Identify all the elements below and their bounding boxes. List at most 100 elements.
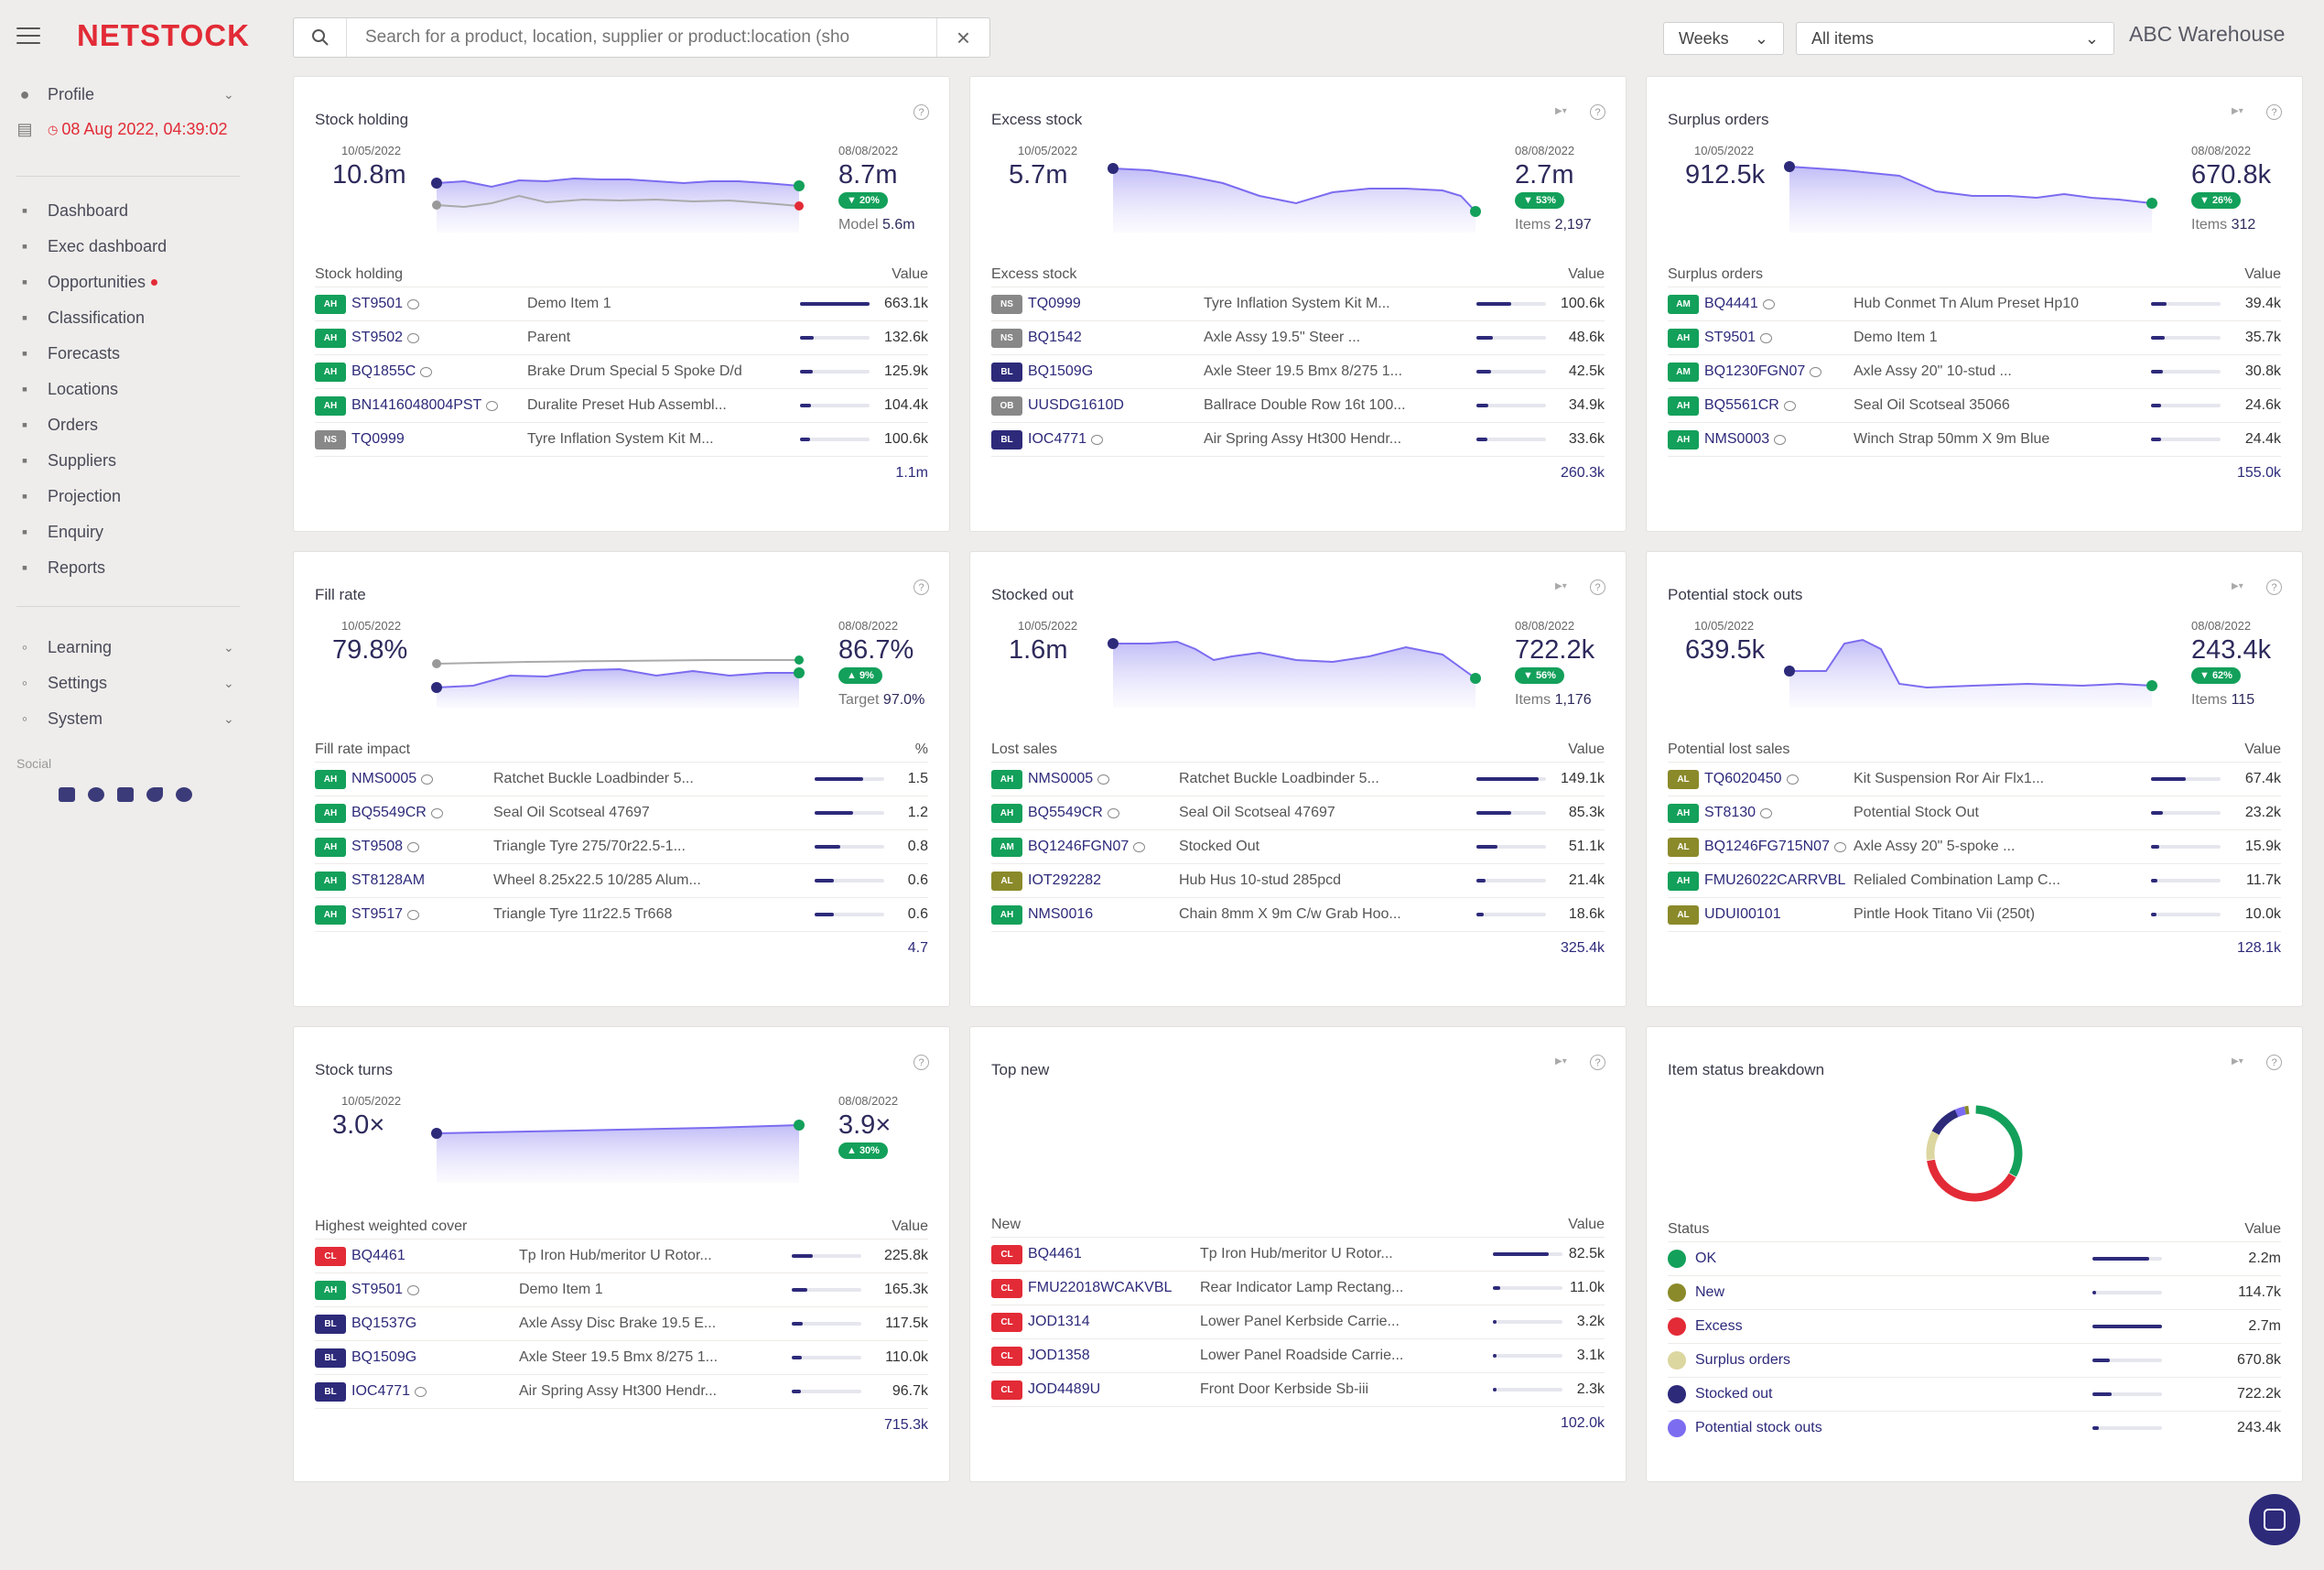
sidebar-item-reports[interactable]: ▪ Reports: [16, 558, 105, 578]
table-row[interactable]: BL IOC4771 Air Spring Assy Ht300 Hendr..…: [991, 422, 1605, 456]
comment-icon[interactable]: [1107, 807, 1119, 818]
item-code-link[interactable]: JOD4489U: [1028, 1381, 1101, 1397]
table-row[interactable]: CL JOD4489U Front Door Kerbside Sb-iii 2…: [991, 1372, 1605, 1406]
item-code-link[interactable]: ST9501: [351, 1282, 404, 1297]
comment-icon[interactable]: [1786, 774, 1799, 785]
comment-icon[interactable]: [1133, 841, 1146, 852]
comment-icon[interactable]: [407, 1284, 420, 1295]
table-row[interactable]: AL UDUI00101 Pintle Hook Titano Vii (250…: [1668, 897, 2281, 931]
comment-icon[interactable]: [486, 400, 499, 411]
item-code-link[interactable]: NMS0016: [1028, 906, 1094, 922]
comment-icon[interactable]: [1762, 298, 1775, 309]
facebook-icon[interactable]: [176, 787, 192, 802]
comment-icon[interactable]: [415, 1386, 427, 1397]
sidebar-item-suppliers[interactable]: ▪ Suppliers: [16, 451, 116, 471]
table-row[interactable]: BL BQ1537G Axle Assy Disc Brake 19.5 E..…: [315, 1306, 928, 1340]
item-code-link[interactable]: ST9502: [351, 330, 404, 345]
table-row[interactable]: AH BQ5549CR Seal Oil Scotseal 47697 85.3…: [991, 796, 1605, 829]
table-row[interactable]: AL TQ6020450 Kit Suspension Ror Air Flx1…: [1668, 762, 2281, 796]
table-row[interactable]: AH FMU26022CARRVBL Relialed Combination …: [1668, 863, 2281, 897]
help-icon[interactable]: ?: [2266, 579, 2282, 595]
video-icon[interactable]: ▶▾: [1555, 1056, 1567, 1067]
table-row[interactable]: AH NMS0003 Winch Strap 50mm X 9m Blue 24…: [1668, 422, 2281, 456]
sidebar-item-orders[interactable]: ▪ Orders: [16, 416, 98, 435]
sidebar-item-opportunities[interactable]: ▪ Opportunities: [16, 273, 158, 292]
item-filter-select[interactable]: All items ⌄: [1796, 22, 2114, 55]
period-select[interactable]: Weeks ⌄: [1663, 22, 1784, 55]
comment-icon[interactable]: [1783, 400, 1796, 411]
comment-icon[interactable]: [1810, 366, 1822, 377]
table-row[interactable]: AH ST8130 Potential Stock Out 23.2k: [1668, 796, 2281, 829]
item-code-link[interactable]: BN1416048004PST: [351, 397, 482, 413]
comment-icon[interactable]: [420, 366, 433, 377]
table-row[interactable]: BL IOC4771 Air Spring Assy Ht300 Hendr..…: [315, 1374, 928, 1408]
table-row[interactable]: CL BQ4461 Tp Iron Hub/meritor U Rotor...…: [315, 1239, 928, 1272]
item-code-link[interactable]: NMS0005: [351, 771, 417, 786]
video-icon[interactable]: ▶▾: [2232, 580, 2243, 591]
status-row[interactable]: Surplus orders 670.8k: [1668, 1343, 2281, 1377]
item-code-link[interactable]: BQ1246FG715N07: [1704, 839, 1830, 854]
item-code-link[interactable]: TQ0999: [1028, 296, 1081, 311]
item-code-link[interactable]: BQ1509G: [351, 1349, 417, 1365]
comment-icon[interactable]: [407, 332, 420, 343]
status-row[interactable]: New 114.7k: [1668, 1275, 2281, 1309]
sidebar-group-settings[interactable]: ◦ Settings ⌄: [16, 674, 234, 693]
item-code-link[interactable]: BQ5549CR: [351, 805, 427, 820]
table-row[interactable]: BL BQ1509G Axle Steer 19.5 Bmx 8/275 1..…: [315, 1340, 928, 1374]
help-icon[interactable]: ?: [2266, 1055, 2282, 1070]
item-code-link[interactable]: BQ1230FGN07: [1704, 363, 1806, 379]
table-row[interactable]: AH ST9501 Demo Item 1 35.7k: [1668, 320, 2281, 354]
item-code-link[interactable]: UDUI00101: [1704, 906, 1781, 922]
help-icon[interactable]: ?: [1590, 104, 1605, 120]
item-code-link[interactable]: UUSDG1610D: [1028, 397, 1124, 413]
help-icon[interactable]: ?: [913, 579, 929, 595]
comment-icon[interactable]: [1091, 434, 1104, 445]
table-row[interactable]: AM BQ1230FGN07 Axle Assy 20" 10-stud ...…: [1668, 354, 2281, 388]
table-row[interactable]: CL JOD1314 Lower Panel Kerbside Carrie..…: [991, 1305, 1605, 1338]
table-row[interactable]: AH ST9508 Triangle Tyre 275/70r22.5-1...…: [315, 829, 928, 863]
help-icon[interactable]: ?: [2266, 104, 2282, 120]
item-code-link[interactable]: JOD1314: [1028, 1314, 1090, 1329]
table-row[interactable]: AH ST9517 Triangle Tyre 11r22.5 Tr668 0.…: [315, 897, 928, 931]
help-icon[interactable]: ?: [913, 1055, 929, 1070]
item-code-link[interactable]: NMS0003: [1704, 431, 1770, 447]
table-row[interactable]: OB UUSDG1610D Ballrace Double Row 16t 10…: [991, 388, 1605, 422]
table-row[interactable]: AH NMS0016 Chain 8mm X 9m C/w Grab Hoo..…: [991, 897, 1605, 931]
comment-icon[interactable]: [430, 807, 443, 818]
item-code-link[interactable]: ST8128AM: [351, 872, 426, 888]
table-row[interactable]: AH ST9501 Demo Item 1 165.3k: [315, 1272, 928, 1306]
video-icon[interactable]: ▶▾: [2232, 1056, 2243, 1067]
sidebar-group-learning[interactable]: ◦ Learning ⌄: [16, 638, 234, 657]
status-row[interactable]: Potential stock outs 243.4k: [1668, 1411, 2281, 1445]
item-code-link[interactable]: TQ0999: [351, 431, 405, 447]
table-row[interactable]: AH BQ5549CR Seal Oil Scotseal 47697 1.2: [315, 796, 928, 829]
item-code-link[interactable]: FMU22018WCAKVBL: [1028, 1280, 1173, 1295]
sidebar-item-projection[interactable]: ▪ Projection: [16, 487, 121, 506]
item-code-link[interactable]: FMU26022CARRVBL: [1704, 872, 1846, 888]
item-code-link[interactable]: BQ4461: [1028, 1246, 1082, 1261]
comment-icon[interactable]: [407, 841, 420, 852]
item-code-link[interactable]: BQ1855C: [351, 363, 416, 379]
sidebar-item-exec-dashboard[interactable]: ▪ Exec dashboard: [16, 237, 167, 256]
item-code-link[interactable]: BQ1542: [1028, 330, 1082, 345]
table-row[interactable]: BL BQ1509G Axle Steer 19.5 Bmx 8/275 1..…: [991, 354, 1605, 388]
item-code-link[interactable]: ST9501: [351, 296, 404, 311]
comment-icon[interactable]: [1760, 807, 1773, 818]
sidebar-item-locations[interactable]: ▪ Locations: [16, 380, 118, 399]
wordpress-icon[interactable]: [88, 787, 104, 802]
table-row[interactable]: AH BN1416048004PST Duralite Preset Hub A…: [315, 388, 928, 422]
twitter-icon[interactable]: [146, 787, 163, 802]
table-row[interactable]: AM BQ4441 Hub Conmet Tn Alum Preset Hp10…: [1668, 287, 2281, 320]
table-row[interactable]: CL BQ4461 Tp Iron Hub/meritor U Rotor...…: [991, 1237, 1605, 1271]
item-code-link[interactable]: BQ1537G: [351, 1316, 417, 1331]
comment-icon[interactable]: [407, 909, 420, 920]
item-code-link[interactable]: IOT292282: [1028, 872, 1102, 888]
item-code-link[interactable]: IOC4771: [1028, 431, 1087, 447]
item-code-link[interactable]: BQ1246FGN07: [1028, 839, 1130, 854]
comment-icon[interactable]: [1833, 841, 1846, 852]
profile-menu[interactable]: ● Profile ⌄: [16, 85, 234, 104]
item-code-link[interactable]: ST8130: [1704, 805, 1757, 820]
item-code-link[interactable]: BQ4461: [351, 1248, 405, 1263]
help-icon[interactable]: ?: [1590, 579, 1605, 595]
item-code-link[interactable]: BQ5561CR: [1704, 397, 1779, 413]
